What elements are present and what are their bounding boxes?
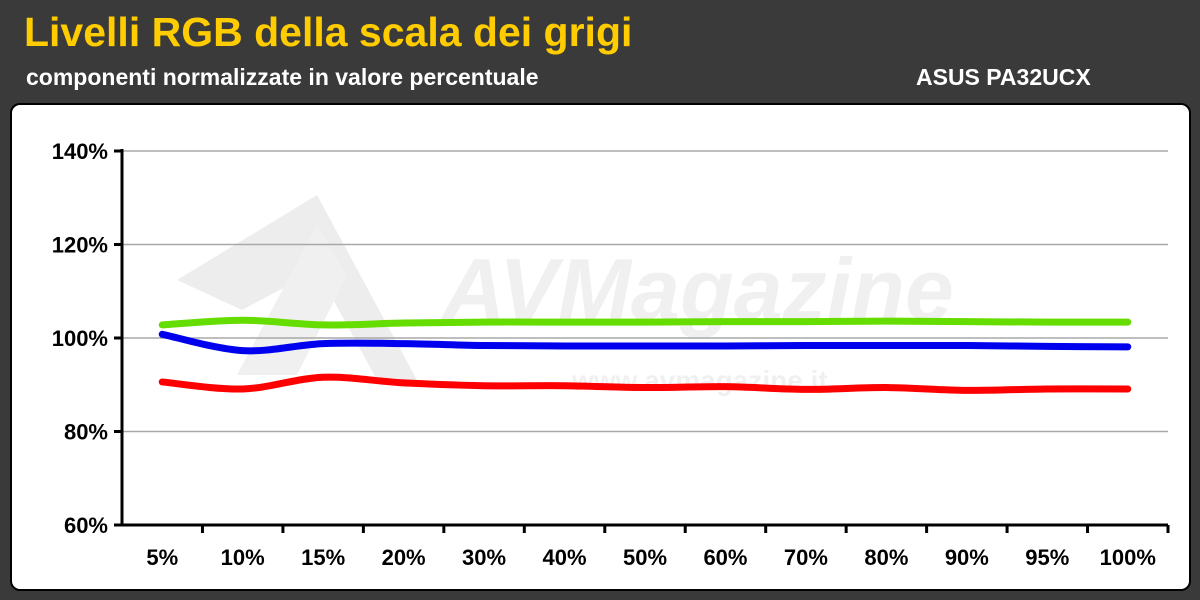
x-tick-label: 60% [703,545,747,570]
x-tick-label: 90% [945,545,989,570]
series-lines [158,316,1132,394]
tick-labels: 60% 80% 100% 120% 140% 5% 10% 15% 20% 30% 40% 50% 60… [52,139,1156,570]
series-line-blue [158,330,1132,355]
y-tick-label: 100% [52,326,108,351]
x-tick-label: 30% [462,545,506,570]
y-tick-label: 140% [52,139,108,164]
x-tick-label: 70% [784,545,828,570]
chart-title: Livelli RGB della scala dei grigi [24,9,633,55]
header: Livelli RGB della scala dei grigi compon… [0,0,1200,100]
x-tick-label: 50% [623,545,667,570]
series-line-red [158,373,1132,394]
y-tick-label: 80% [64,420,108,445]
x-tick-label: 10% [221,545,265,570]
x-tick-label: 5% [146,545,178,570]
x-tick-label: 95% [1025,545,1069,570]
monitor-model: ASUS PA32UCX [916,64,1091,90]
y-tick-label: 120% [52,233,108,258]
y-tick-label: 60% [64,513,108,538]
x-tick-label: 80% [864,545,908,570]
x-tick-label: 20% [382,545,426,570]
watermark-logo: AVMagazine www.avmagazine.it [177,195,954,396]
gridlines [122,150,1168,433]
axes [114,149,1170,533]
plot-panel: AVMagazine www.avmagazine.it 60% 80% 100% 1… [10,103,1191,591]
x-tick-label: 40% [543,545,587,570]
chart-subtitle: componenti normalizzate in valore percen… [26,64,539,90]
line-chart: AVMagazine www.avmagazine.it 60% 80% 100% 1… [52,139,1170,570]
x-tick-label: 15% [301,545,345,570]
series-line-green [158,316,1132,329]
x-tick-label: 100% [1100,545,1156,570]
